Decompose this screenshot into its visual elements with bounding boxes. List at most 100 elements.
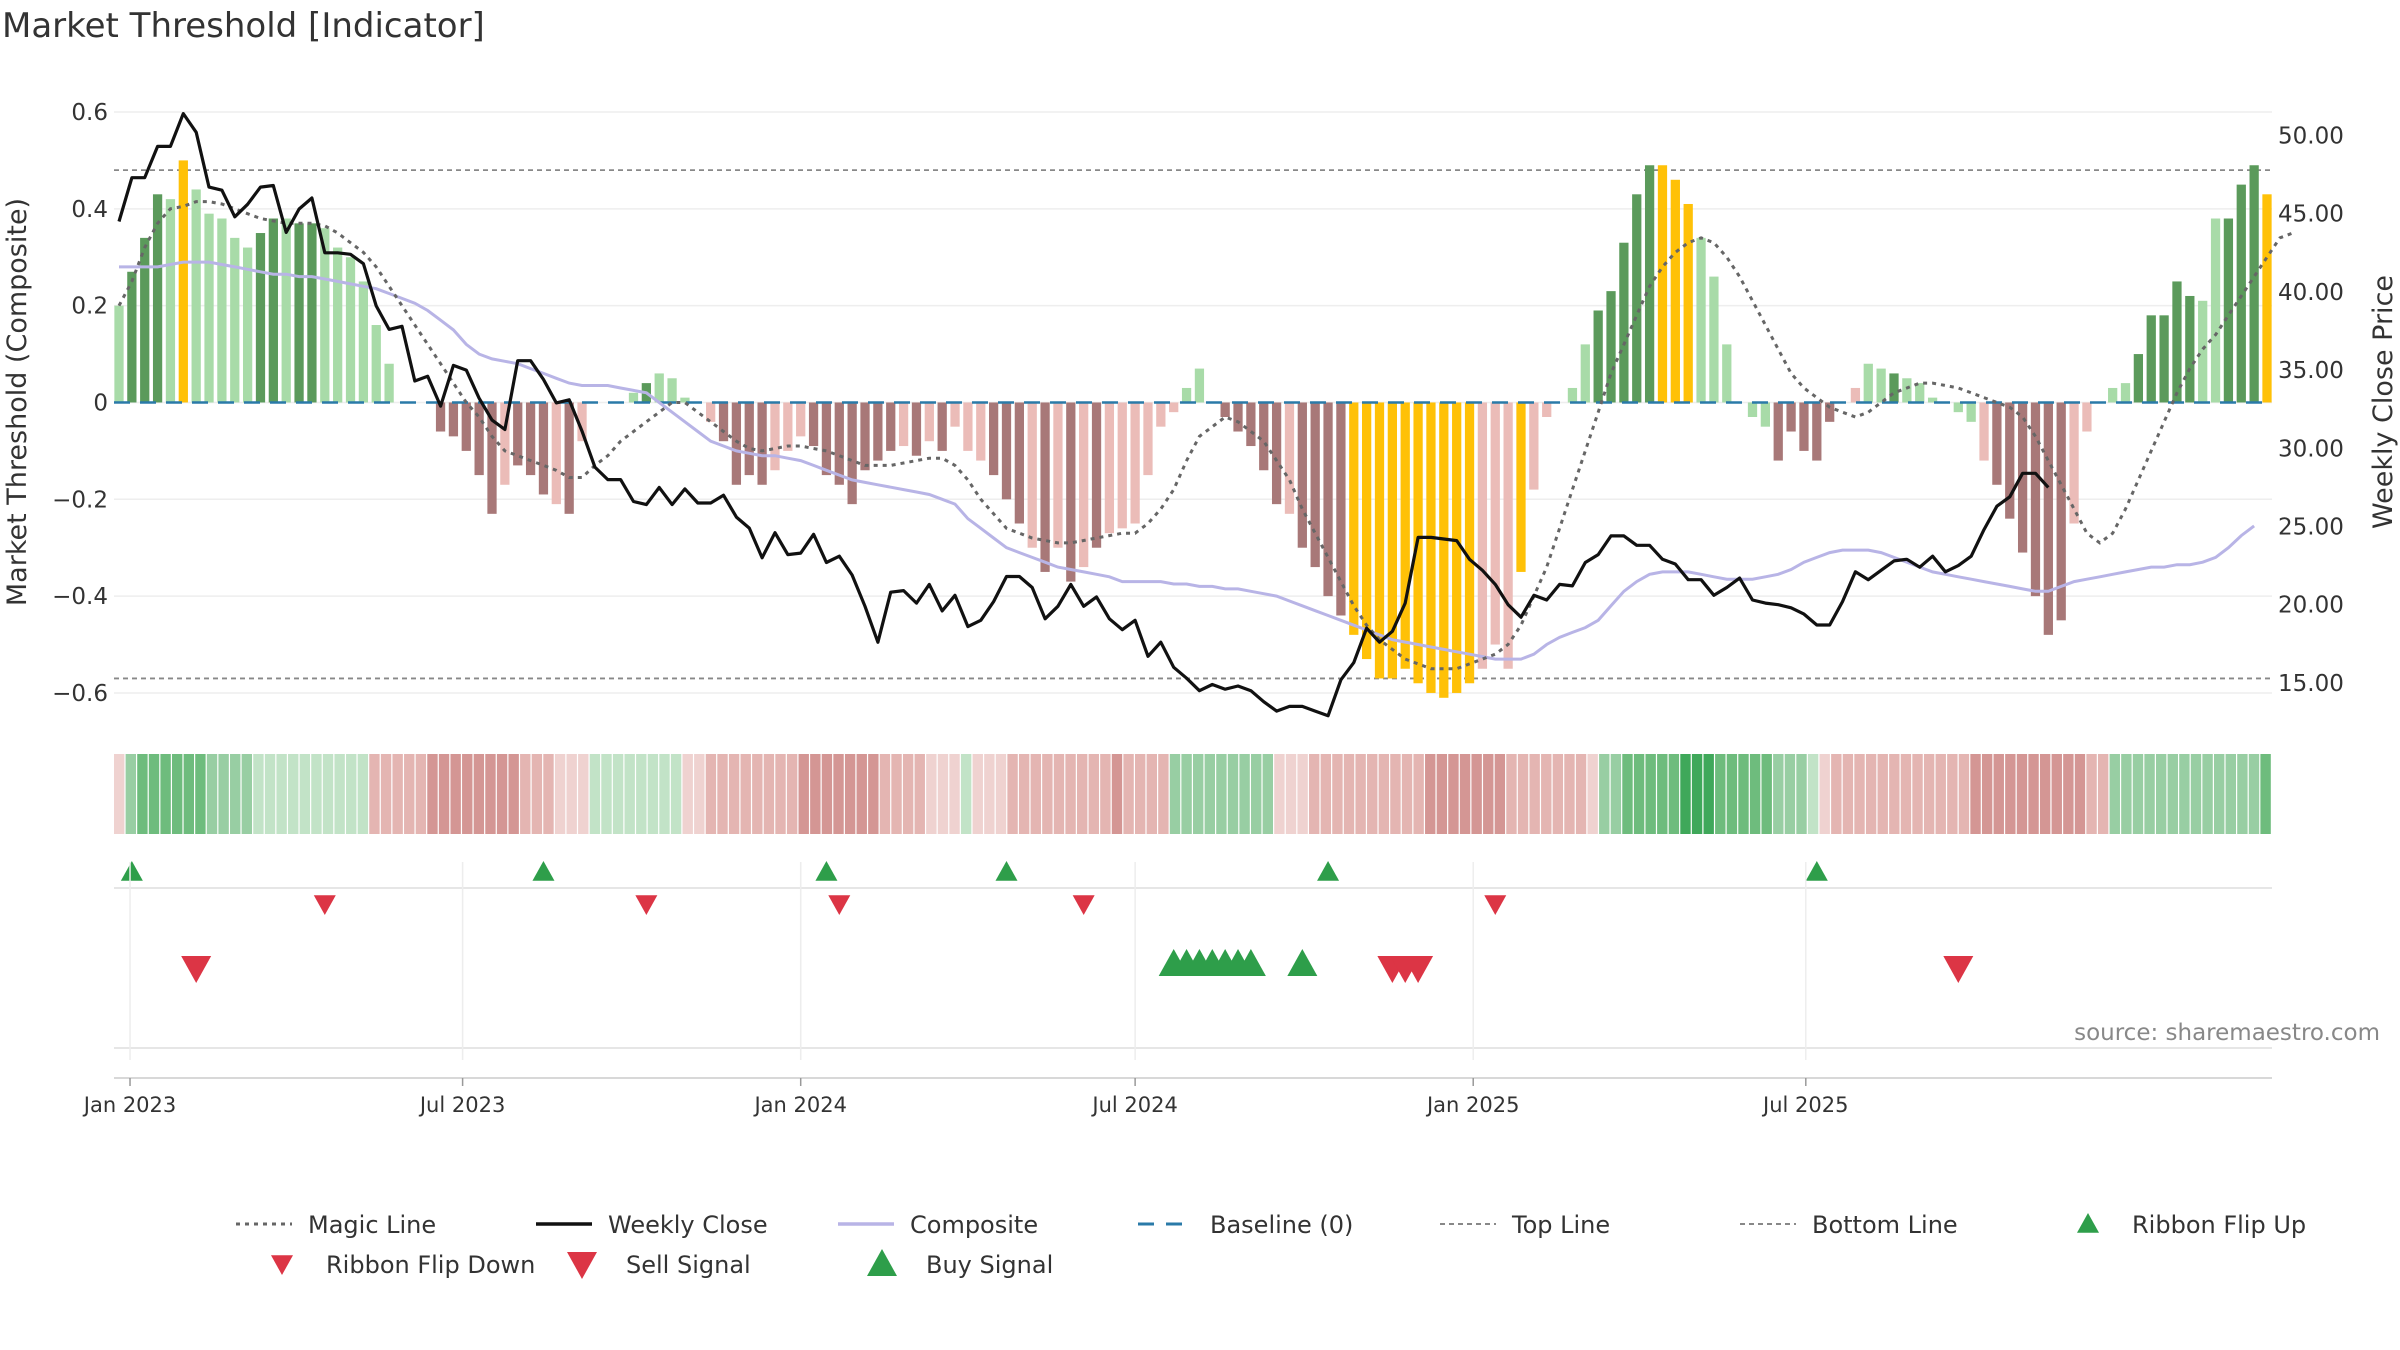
ribbon-segment bbox=[485, 754, 496, 834]
histogram-bar bbox=[1220, 402, 1230, 417]
histogram-bar bbox=[140, 237, 150, 403]
ribbon-segment bbox=[1796, 754, 1807, 834]
ribbon-segment bbox=[705, 754, 717, 834]
ribbon-segment bbox=[1564, 754, 1575, 834]
ribbon-segment bbox=[647, 754, 659, 834]
sell-signal-marker bbox=[1403, 956, 1434, 983]
histogram-bar bbox=[1259, 402, 1269, 471]
y2-tick-label: 50.00 bbox=[2278, 123, 2344, 149]
histogram-bar bbox=[371, 325, 381, 403]
y-tick-label: −0.2 bbox=[52, 487, 108, 513]
histogram-bar bbox=[1426, 402, 1436, 693]
ribbon-segment bbox=[1993, 754, 2004, 834]
histogram-bar bbox=[1606, 291, 1616, 403]
histogram-bar bbox=[2236, 184, 2246, 403]
ribbon-segment bbox=[2086, 754, 2097, 834]
ribbon-segment bbox=[1204, 754, 1216, 834]
histogram-bar bbox=[500, 402, 510, 485]
ribbon-segment bbox=[786, 754, 798, 834]
ribbon-segment bbox=[740, 754, 751, 834]
x-axis: Jan 2023 Jul 2023 Jan 2024 Jul 2024 Jan 2025… bbox=[82, 862, 2272, 1117]
ribbon-flip-markers bbox=[114, 861, 2272, 1049]
ribbon-segment bbox=[566, 754, 577, 834]
ribbon-segment bbox=[276, 754, 287, 834]
histogram-bar bbox=[1362, 402, 1372, 660]
ribbon-flip-down-marker bbox=[1484, 895, 1507, 915]
ribbon-segment bbox=[1587, 754, 1598, 834]
ribbon-segment bbox=[1146, 754, 1157, 834]
ribbon-segment bbox=[2225, 754, 2236, 834]
legend-item: Sell Signal bbox=[567, 1251, 751, 1279]
ribbon-segment bbox=[1100, 754, 1111, 834]
histogram-bar bbox=[2056, 402, 2066, 621]
y2-tick-label: 15.00 bbox=[2278, 671, 2344, 697]
histogram-bar bbox=[1284, 402, 1295, 514]
ribbon-segment bbox=[937, 754, 949, 834]
histogram-bar bbox=[1902, 378, 1912, 403]
ribbon-segment bbox=[1912, 754, 1923, 834]
ribbon-segment bbox=[114, 754, 125, 834]
ribbon-segment bbox=[160, 754, 171, 834]
histogram-bar bbox=[2249, 165, 2259, 403]
trend-ribbon bbox=[114, 754, 2271, 834]
ribbon-segment bbox=[1448, 754, 1459, 834]
histogram-bar bbox=[1323, 402, 1333, 597]
ribbon-segment bbox=[1134, 754, 1146, 834]
y-tick-label: 0 bbox=[93, 390, 108, 416]
legend-item: Magic Line bbox=[236, 1211, 436, 1239]
histogram-bar bbox=[1452, 402, 1462, 693]
ribbon-segment bbox=[1239, 754, 1250, 834]
histogram-bar bbox=[1825, 402, 1835, 422]
ribbon-flip-up-marker bbox=[1805, 861, 1828, 881]
ribbon-segment bbox=[1262, 754, 1274, 834]
histogram-bar bbox=[320, 228, 330, 403]
histogram-bar bbox=[2172, 281, 2182, 403]
histogram-bar bbox=[744, 402, 754, 476]
histogram-bar bbox=[783, 402, 793, 451]
x-tick-label: Jul 2025 bbox=[1761, 1093, 1848, 1117]
ribbon-segment bbox=[1378, 754, 1390, 834]
histogram-bar bbox=[538, 402, 549, 495]
histogram-bar bbox=[1040, 402, 1050, 572]
histogram-bar bbox=[628, 392, 639, 403]
ribbon-flip-up-marker bbox=[532, 861, 555, 881]
histogram-bar bbox=[1156, 402, 1166, 427]
histogram-bar bbox=[1992, 402, 2002, 485]
ribbon-segment bbox=[960, 754, 972, 834]
ribbon-segment bbox=[2051, 754, 2062, 834]
y2-tick-label: 20.00 bbox=[2278, 593, 2344, 619]
ribbon-segment bbox=[392, 754, 403, 834]
ribbon-segment bbox=[334, 754, 345, 834]
ribbon-segment bbox=[810, 754, 821, 834]
ribbon-segment bbox=[1552, 754, 1564, 834]
ribbon-segment bbox=[1401, 754, 1413, 834]
signal-markers bbox=[181, 949, 1974, 983]
histogram-bar bbox=[1953, 402, 1963, 413]
ribbon-segment bbox=[1784, 754, 1796, 834]
histogram-bar bbox=[654, 373, 664, 403]
ribbon-segment bbox=[473, 754, 485, 834]
y-tick-label: −0.6 bbox=[52, 681, 108, 707]
histogram-bar bbox=[448, 402, 459, 437]
ribbon-segment bbox=[508, 754, 519, 834]
histogram-bar bbox=[1181, 387, 1192, 403]
ribbon-segment bbox=[241, 754, 253, 834]
ribbon-segment bbox=[972, 754, 983, 834]
histogram-bar bbox=[1079, 402, 1089, 568]
histogram-bar bbox=[127, 271, 137, 403]
ribbon-segment bbox=[879, 754, 891, 834]
histogram-bar bbox=[564, 402, 574, 514]
histogram-bar bbox=[358, 281, 369, 403]
buy-signal-marker bbox=[1235, 949, 1266, 976]
histogram-bar bbox=[1143, 402, 1153, 476]
legend-item: Ribbon Flip Down bbox=[271, 1251, 535, 1279]
y-axis-title: Market Threshold (Composite) bbox=[2, 198, 33, 606]
ribbon-segment bbox=[752, 754, 763, 834]
histogram-bar bbox=[2159, 315, 2169, 403]
ribbon-segment bbox=[1842, 754, 1854, 834]
histogram-bar bbox=[1503, 402, 1513, 669]
legend-item: Weekly Close bbox=[536, 1211, 768, 1239]
ribbon-segment bbox=[728, 754, 740, 834]
legend-item: Bottom Line bbox=[1740, 1211, 1958, 1239]
histogram-bar bbox=[2069, 402, 2079, 524]
